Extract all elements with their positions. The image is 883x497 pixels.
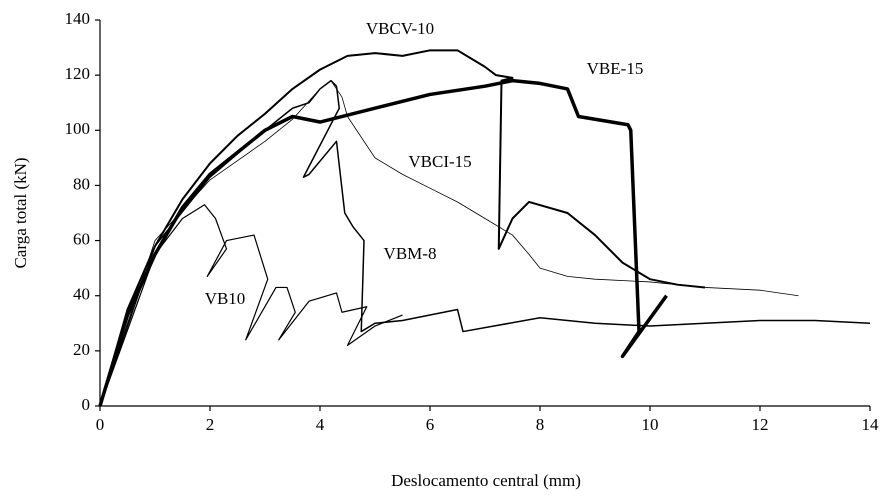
series-line: [99, 204, 403, 407]
series-label: VBCI-15: [408, 152, 471, 171]
y-tick-label: 40: [73, 285, 90, 304]
y-axis-title: Carga total (kN): [11, 157, 30, 268]
x-tick-label: 4: [316, 415, 325, 434]
x-tick-label: 8: [536, 415, 545, 434]
x-tick-label: 6: [426, 415, 435, 434]
y-tick-label: 80: [73, 174, 90, 193]
x-tick-label: 12: [752, 415, 769, 434]
y-tick-label: 140: [65, 9, 91, 28]
x-axis-title: Deslocamento central (mm): [391, 471, 581, 490]
series-label: VBE-15: [587, 59, 644, 78]
y-tick-label: 0: [82, 395, 91, 414]
series-line: [98, 78, 668, 407]
y-tick-label: 120: [65, 64, 91, 83]
y-tick-label: 20: [73, 340, 90, 359]
y-tick-label: 100: [65, 119, 91, 138]
series-label: VBM-8: [384, 244, 437, 263]
series-label: VBCV-10: [366, 19, 434, 38]
x-tick-label: 14: [862, 415, 880, 434]
series-line: [99, 80, 799, 407]
x-tick-label: 0: [96, 415, 105, 434]
series-line: [99, 49, 706, 407]
y-tick-label: 60: [73, 229, 90, 248]
x-tick-label: 10: [642, 415, 659, 434]
series-line: [99, 79, 871, 407]
x-tick-label: 2: [206, 415, 215, 434]
series-label: VB10: [205, 289, 246, 308]
